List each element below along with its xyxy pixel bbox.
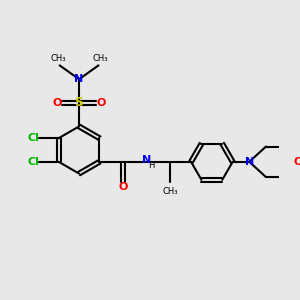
Text: Cl: Cl [27,133,39,143]
Text: O: O [97,98,106,108]
Text: N: N [245,157,254,167]
Text: S: S [75,96,84,109]
Text: CH₃: CH₃ [50,54,66,63]
Text: CH₃: CH₃ [163,187,178,196]
Text: O: O [293,157,300,167]
Text: N: N [74,74,84,84]
Text: CH₃: CH₃ [92,54,108,63]
Text: O: O [52,98,62,108]
Text: H: H [148,160,155,169]
Text: N: N [142,154,151,165]
Text: Cl: Cl [27,157,39,167]
Text: O: O [118,182,128,192]
